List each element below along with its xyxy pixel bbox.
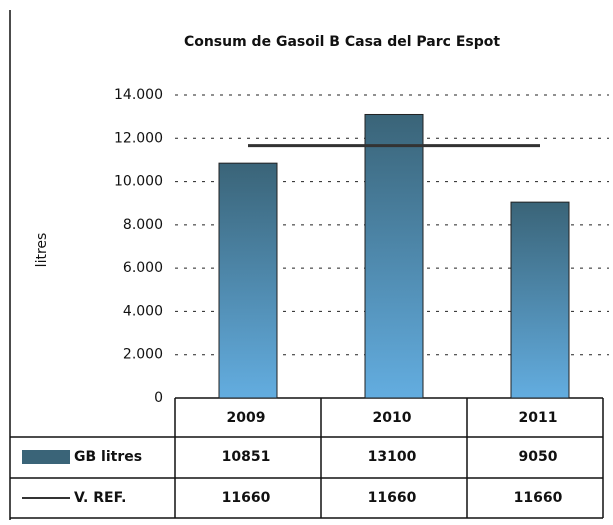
table-value: 11660 — [514, 490, 563, 506]
table-value: 11660 — [222, 490, 271, 506]
y-tick-label: 6.000 — [123, 260, 163, 276]
table-value: 13100 — [368, 449, 417, 465]
table-value: 9050 — [519, 449, 558, 465]
legend-swatch — [22, 450, 70, 464]
table-value: 10851 — [222, 449, 271, 465]
legend-label: GB litres — [74, 449, 142, 465]
x-tick-label: 2010 — [373, 410, 412, 426]
bar — [218, 162, 278, 399]
y-axis-label: litres — [34, 233, 50, 268]
y-tick-label: 2.000 — [123, 347, 163, 363]
bar — [364, 113, 424, 399]
x-tick-label: 2009 — [227, 410, 266, 426]
bar — [510, 201, 570, 399]
y-tick-label: 14.000 — [114, 87, 163, 103]
y-tick-label: 10.000 — [114, 174, 163, 190]
x-tick-label: 2011 — [519, 410, 558, 426]
y-tick-label: 8.000 — [123, 217, 163, 233]
table-value: 11660 — [368, 490, 417, 506]
chart-title: Consum de Gasoil B Casa del Parc Espot — [184, 34, 500, 50]
y-tick-label: 4.000 — [123, 303, 163, 319]
y-tick-label: 0 — [154, 390, 163, 406]
y-tick-label: 12.000 — [114, 130, 163, 146]
legend-label: V. REF. — [74, 490, 126, 506]
